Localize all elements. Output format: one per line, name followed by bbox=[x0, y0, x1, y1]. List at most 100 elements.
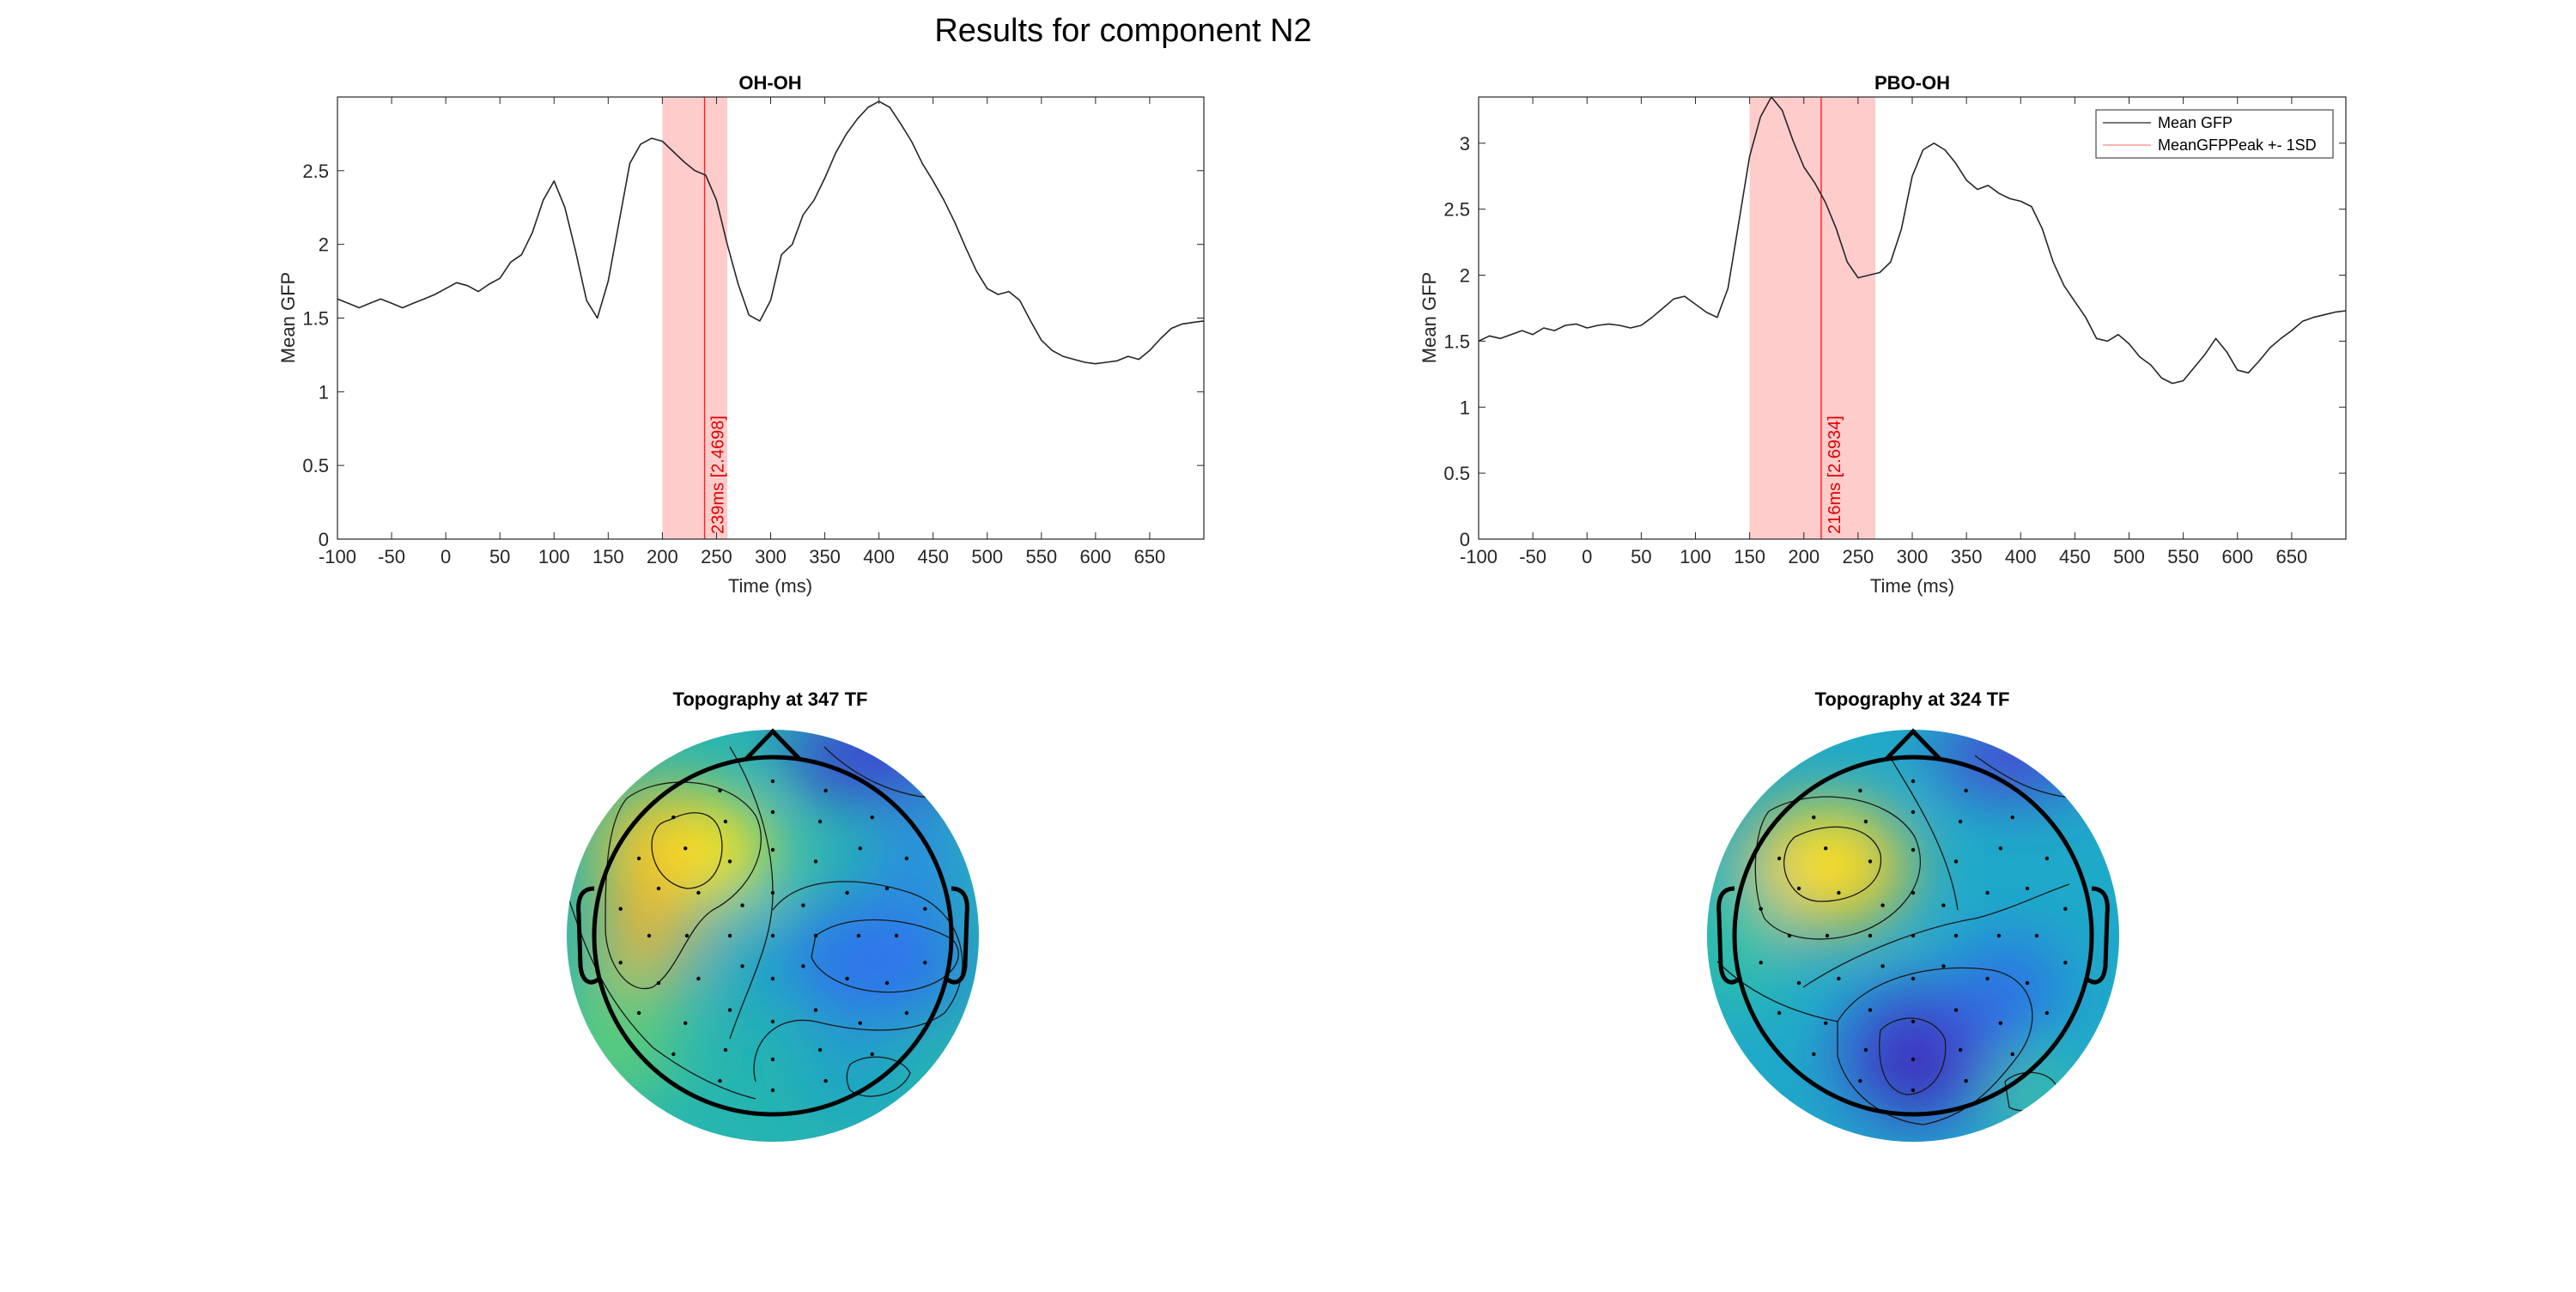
topography-347: Topography at 347 TF bbox=[567, 688, 979, 1142]
x-tick-label: 550 bbox=[2167, 546, 2199, 567]
x-axis-title: Time (ms) bbox=[728, 575, 812, 597]
electrode-dot bbox=[2010, 815, 2014, 820]
electrode-dot bbox=[727, 933, 732, 938]
electrode-dot bbox=[1911, 976, 1916, 981]
chart-pbo-oh: PBO-OH -100 -50 0 50 100 150 200 250 300 350 400 45… bbox=[1419, 72, 2347, 597]
y-tick-label: 1.5 bbox=[1443, 331, 1470, 352]
x-tick-label: 250 bbox=[701, 546, 732, 567]
electrode-dot bbox=[1996, 933, 2002, 938]
x-tick-label: 50 bbox=[489, 546, 510, 567]
series-layer bbox=[1479, 97, 2346, 385]
electrode-dot bbox=[845, 976, 849, 981]
y-tick-label: 0 bbox=[319, 529, 329, 550]
electrode-dot bbox=[1964, 788, 1968, 793]
electrode-dot bbox=[813, 1008, 818, 1012]
electrode-dot bbox=[1796, 980, 1801, 986]
legend-entry-mean-gfp: Mean GFP bbox=[2158, 114, 2233, 131]
x-tick-label: 0 bbox=[1582, 546, 1592, 567]
y-axis-title: Mean GFP bbox=[1419, 272, 1440, 363]
series-layer bbox=[337, 100, 1204, 365]
electrode-dot bbox=[858, 1021, 862, 1026]
topography-324: Topography at 324 TF bbox=[1707, 688, 2119, 1142]
electrode-dot bbox=[813, 859, 818, 864]
electrode-dot bbox=[1958, 1047, 1963, 1052]
x-tick-label: 150 bbox=[592, 546, 624, 567]
y-axis-title: Mean GFP bbox=[277, 272, 299, 363]
electrode-dot bbox=[696, 976, 701, 981]
electrode-dot bbox=[813, 933, 818, 938]
y-tick-label: 0.5 bbox=[1443, 463, 1470, 484]
x-tick-label: 100 bbox=[1680, 546, 1711, 567]
electrode-dot bbox=[823, 788, 828, 793]
electrode-dot bbox=[770, 1019, 775, 1024]
electrode-dot bbox=[1941, 903, 1946, 907]
electrode-dot bbox=[683, 1021, 688, 1026]
electrode-dot bbox=[1863, 1047, 1868, 1052]
legend-entry-peak: MeanGFPPeak +- 1SD bbox=[2158, 136, 2317, 154]
electrode-dot bbox=[2025, 886, 2030, 891]
electrode-dot bbox=[1812, 1052, 1816, 1057]
electrode-dot bbox=[723, 819, 728, 824]
electrode-dot bbox=[801, 903, 805, 907]
legend: Mean GFP MeanGFPPeak +- 1SD bbox=[2095, 109, 2334, 159]
electrode-dot bbox=[718, 788, 722, 793]
x-tick-label: -100 bbox=[319, 546, 356, 567]
electrode-dot bbox=[723, 1047, 728, 1052]
electrode-dot bbox=[904, 856, 909, 861]
head-outline bbox=[1716, 728, 2110, 1117]
electrode-dot bbox=[1812, 815, 1816, 820]
electrode-dot bbox=[1911, 847, 1916, 852]
x-tick-label: 100 bbox=[538, 546, 570, 567]
x-tick-label: 200 bbox=[1788, 546, 1820, 567]
y-axis-ticks: 0 0.5 1 1.5 2 2.5 3 bbox=[1443, 133, 2346, 550]
electrode-dot bbox=[1759, 961, 1763, 965]
electrode-dot bbox=[1777, 856, 1782, 861]
electrode-dot bbox=[2025, 980, 2030, 986]
electrode-dot bbox=[683, 846, 688, 851]
x-tick-label: 250 bbox=[1843, 546, 1874, 567]
electrode-dot bbox=[1911, 1057, 1916, 1062]
electrode-dot bbox=[647, 933, 652, 938]
electrode-dot bbox=[1985, 976, 1990, 981]
electrode-dot bbox=[696, 890, 701, 895]
x-axis-ticks: -100 -50 0 50 100 150 200 250 300 350 400 450 500 550… bbox=[1460, 97, 2307, 567]
chart-title: OH-OH bbox=[738, 72, 801, 94]
electrode-dot bbox=[770, 779, 775, 784]
electrode-dot bbox=[1911, 1019, 1916, 1024]
x-tick-label: -50 bbox=[1519, 546, 1546, 567]
electrode-dot bbox=[870, 815, 874, 820]
x-tick-label: 650 bbox=[1134, 546, 1166, 567]
legend-box bbox=[2095, 109, 2334, 159]
electrode-dot bbox=[727, 1008, 732, 1012]
x-tick-label: 300 bbox=[1897, 546, 1929, 567]
x-tick-label: 300 bbox=[755, 546, 787, 567]
electrode-dot bbox=[636, 856, 641, 861]
plot-area bbox=[337, 97, 1204, 539]
electrode-dot bbox=[671, 815, 676, 820]
electrode-dot bbox=[770, 1088, 775, 1093]
x-tick-label: -50 bbox=[378, 546, 405, 567]
electrode-dot bbox=[618, 961, 623, 965]
electrode-dot bbox=[1825, 933, 1830, 938]
electrode-dot bbox=[656, 980, 661, 986]
electrode-dot bbox=[1787, 933, 1792, 938]
electrode-dot bbox=[1837, 976, 1841, 981]
head-outline bbox=[576, 728, 969, 1117]
electrode-dot bbox=[770, 933, 775, 938]
electrode-dot bbox=[2044, 1010, 2050, 1016]
y-tick-label: 2.5 bbox=[1443, 199, 1470, 221]
electrode-dot bbox=[923, 907, 927, 911]
electrode-dot bbox=[870, 1052, 874, 1057]
electrode-dot bbox=[1958, 819, 1963, 824]
electrode-dot bbox=[770, 890, 775, 895]
electrode-dot bbox=[1911, 1088, 1916, 1093]
x-tick-label: 350 bbox=[809, 546, 841, 567]
electrode-dot bbox=[1759, 907, 1763, 911]
peak-label: 216ms [2.6934] bbox=[1826, 416, 1844, 534]
electrode-dot bbox=[1998, 1021, 2002, 1026]
electrode-dot bbox=[1868, 1008, 1873, 1012]
electrode-dot bbox=[1998, 846, 2002, 851]
electrode-dot bbox=[1863, 819, 1868, 824]
x-tick-label: 600 bbox=[2221, 546, 2253, 567]
x-tick-label: 150 bbox=[1734, 546, 1765, 567]
